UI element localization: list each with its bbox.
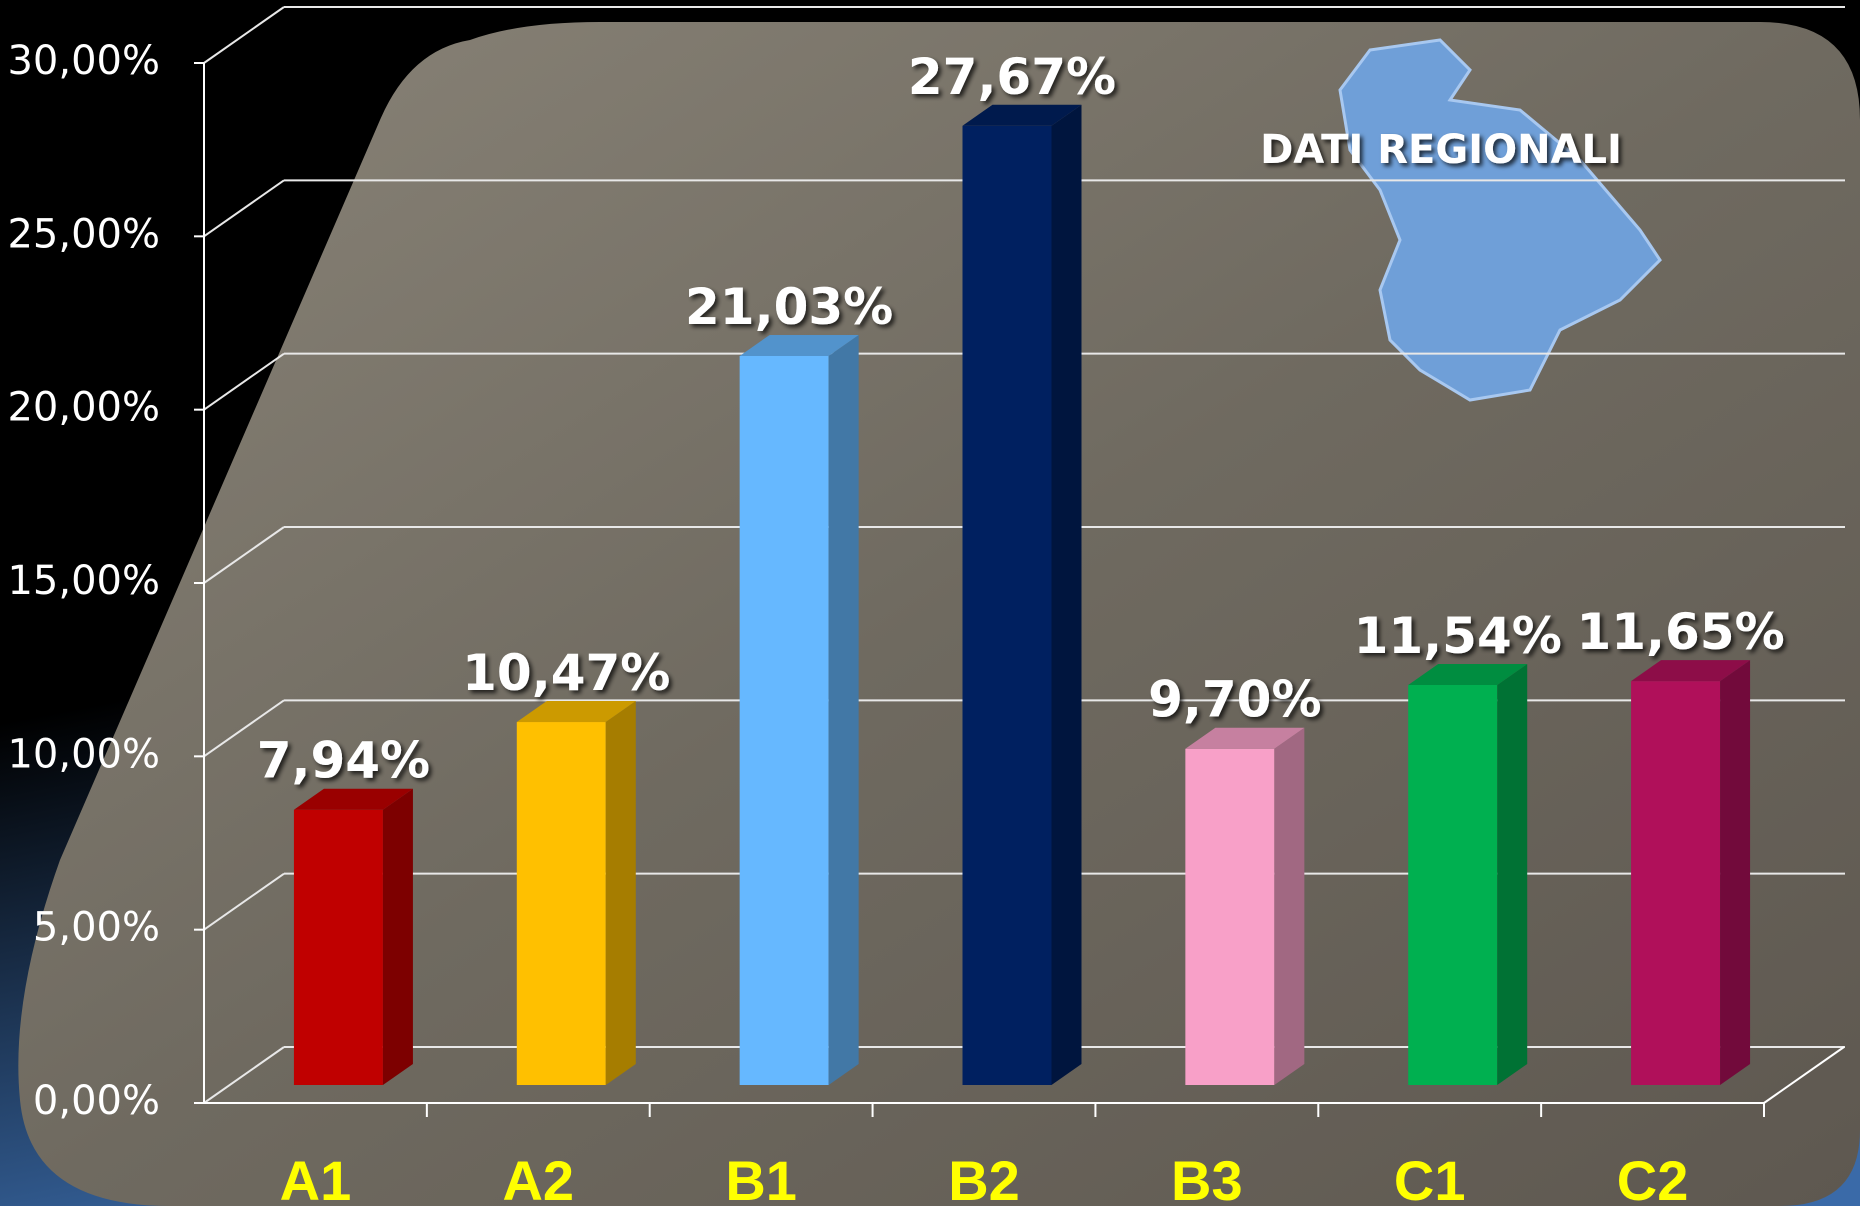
y-tick-label: 30,00% (7, 38, 160, 84)
bar-front (293, 809, 383, 1085)
bar-top (1631, 660, 1751, 682)
value-label: 7,94% (257, 732, 430, 790)
y-tick-label: 0,00% (33, 1078, 160, 1124)
bar-front (1408, 684, 1498, 1085)
x-tick-label: C2 (1617, 1149, 1689, 1206)
bar-front (1185, 748, 1275, 1085)
bar (516, 701, 636, 1085)
y-tick-label: 20,00% (7, 385, 160, 431)
bar-side (1720, 660, 1751, 1085)
grid-line (203, 1046, 285, 1104)
bar-side (382, 788, 413, 1085)
grid-line (203, 872, 285, 931)
region-map (1338, 38, 1662, 402)
bar-side (1497, 663, 1528, 1085)
grid-line (203, 526, 285, 584)
bar-front (739, 355, 829, 1086)
bar-top (516, 701, 636, 723)
bar (1408, 663, 1528, 1085)
y-tick-label: 15,00% (7, 558, 160, 604)
bar-top (1185, 727, 1305, 749)
x-tick-label: B1 (725, 1149, 797, 1206)
x-tick-label: B2 (948, 1149, 1020, 1206)
value-label: 27,67% (908, 48, 1116, 106)
value-label: 10,47% (462, 644, 670, 702)
x-tick-label: B3 (1171, 1149, 1243, 1206)
bar (739, 334, 859, 1086)
x-tick-label: A2 (502, 1149, 574, 1206)
bar (1631, 660, 1751, 1085)
y-tick-label: 25,00% (7, 211, 160, 257)
y-tick-label: 10,00% (7, 731, 160, 777)
x-tick-label: C1 (1394, 1149, 1466, 1206)
grid-line (203, 6, 285, 64)
x-tick-label: A1 (280, 1149, 352, 1206)
bar-side (828, 334, 859, 1086)
value-label: 21,03% (685, 278, 893, 336)
bar-side (605, 701, 636, 1085)
plot-area: 0,00% 5,00% 10,00% 15,00% 20,00% 25,00% 30,00%… (7, 6, 1845, 1206)
value-label: 11,65% (1576, 603, 1784, 661)
bar-side (1051, 104, 1082, 1086)
value-label: 11,54% (1354, 607, 1562, 665)
bar-top (293, 788, 413, 810)
bar (962, 104, 1082, 1086)
grid-line (203, 179, 285, 238)
bar-top (739, 334, 859, 356)
bar-side (1274, 727, 1305, 1085)
bar-front (516, 722, 606, 1085)
grid-line (203, 699, 285, 758)
bar-top (962, 104, 1082, 126)
bar-top (1408, 663, 1528, 685)
floor-edge (1763, 1046, 1845, 1104)
bar-front (962, 125, 1052, 1086)
grid-line (203, 352, 285, 411)
bar (1185, 727, 1305, 1085)
bar-front (1631, 681, 1721, 1085)
y-tick-label: 5,00% (33, 905, 160, 951)
map-title: DATI REGIONALI (1260, 127, 1622, 173)
bar (293, 788, 413, 1085)
value-label: 9,70% (1148, 671, 1321, 729)
